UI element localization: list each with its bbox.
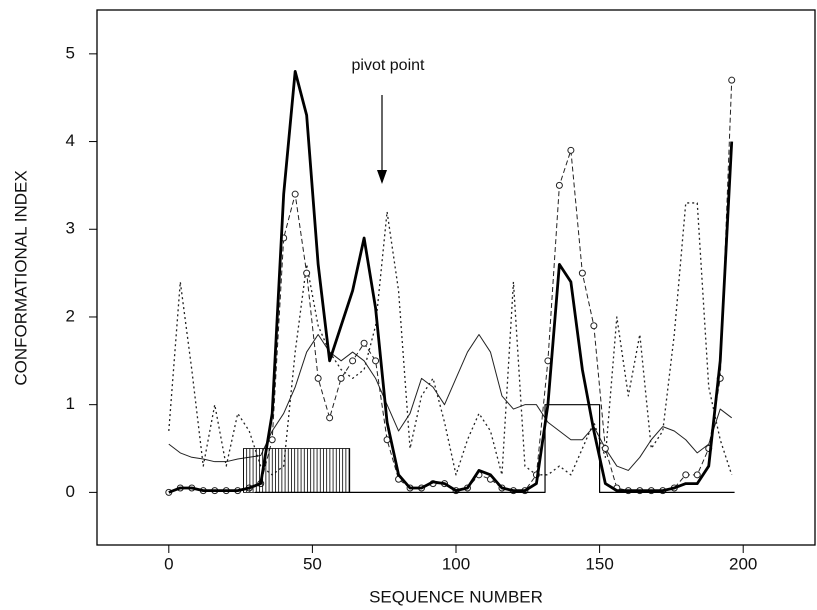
- y-axis-label: CONFORMATIONAL INDEX: [11, 170, 30, 385]
- y-tick-label: 5: [66, 43, 75, 62]
- data-point: [601, 445, 609, 453]
- annotation: pivot point: [352, 57, 425, 74]
- data-point: [326, 414, 334, 422]
- x-axis-label: SEQUENCE NUMBER: [369, 587, 543, 606]
- data-point: [372, 357, 380, 365]
- x-tick-label: 150: [585, 554, 613, 573]
- y-tick-label: 1: [66, 394, 75, 413]
- series-line: [254, 404, 735, 493]
- series-line: [168, 69, 734, 494]
- arrow-head: [377, 170, 387, 184]
- data-point: [590, 322, 598, 330]
- x-tick-label: 100: [442, 554, 470, 573]
- data-point: [303, 269, 311, 277]
- data-point: [693, 471, 701, 479]
- plot-frame: [96, 9, 816, 546]
- y-tick-label: 3: [66, 219, 75, 238]
- data-point: [682, 471, 690, 479]
- x-tick-label: 0: [164, 554, 173, 573]
- data-point: [268, 436, 276, 444]
- data-point: [360, 339, 368, 347]
- data-point: [349, 357, 357, 365]
- data-point: [578, 269, 586, 277]
- data-point: [728, 76, 736, 84]
- y-tick-label: 2: [66, 306, 75, 325]
- series-line: [168, 80, 733, 493]
- y-tick-label: 0: [66, 482, 75, 501]
- data-point: [567, 146, 575, 154]
- x-tick-label: 50: [303, 554, 322, 573]
- x-tick-label: 200: [729, 554, 757, 573]
- data-point: [314, 374, 322, 382]
- y-tick-label: 4: [66, 131, 75, 150]
- data-point: [291, 190, 299, 198]
- data-point: [337, 374, 345, 382]
- series-line: [168, 202, 733, 476]
- data-point: [555, 181, 563, 189]
